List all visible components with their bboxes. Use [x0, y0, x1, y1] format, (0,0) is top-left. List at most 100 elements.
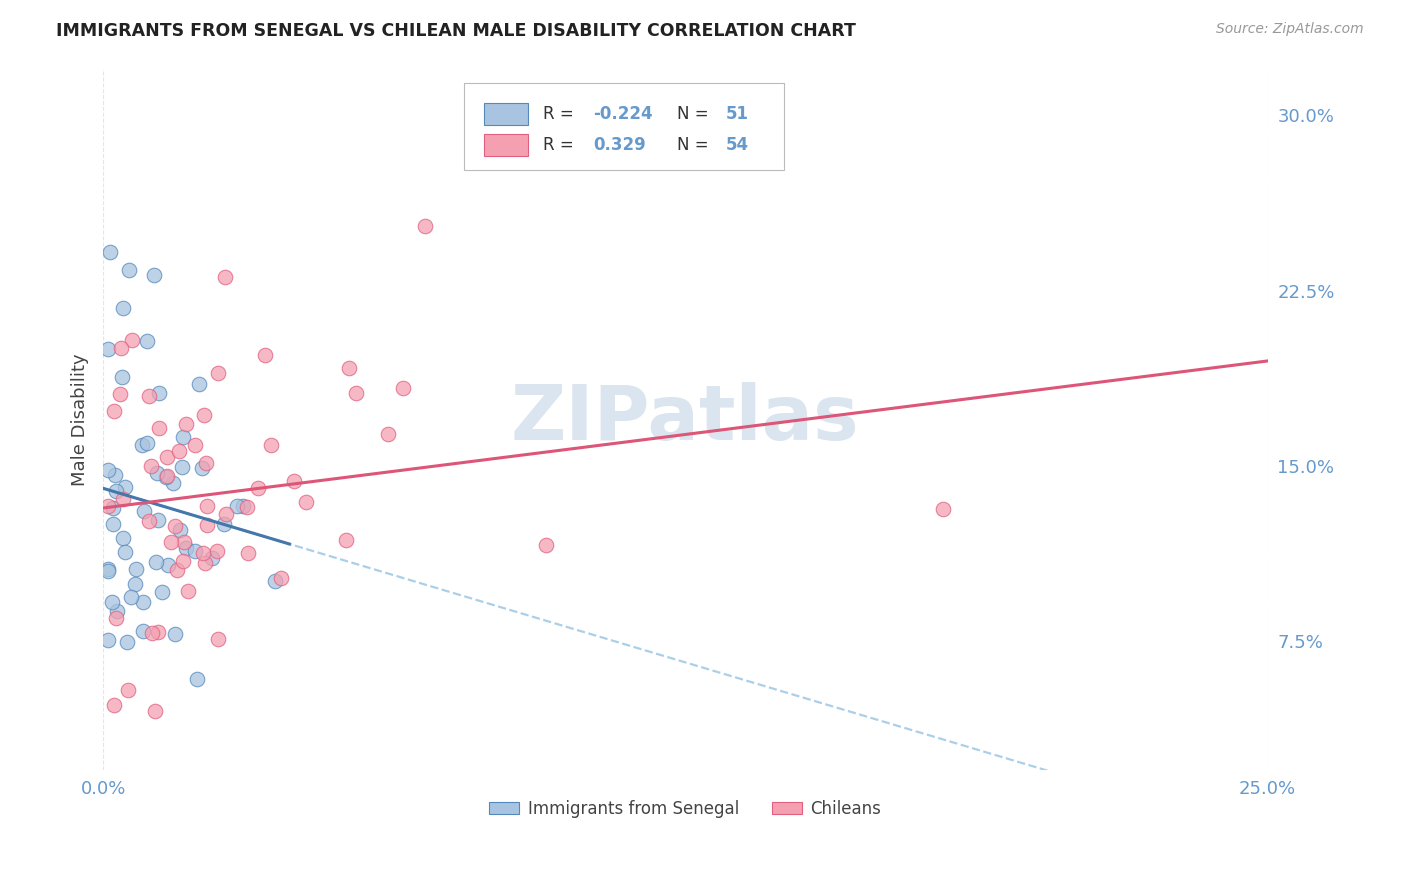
Point [172, 553, 194, 567]
Point [235, 500, 257, 514]
Text: R =: R = [543, 105, 579, 123]
Point [225, 499, 247, 513]
Point [172, 429, 194, 443]
Point [103, 403, 125, 417]
Point [166, 564, 188, 578]
Point [103, 516, 125, 531]
Point [169, 523, 191, 537]
Point [283, 475, 305, 489]
Point [253, 348, 276, 362]
Point [134, 503, 156, 517]
Point [132, 624, 155, 638]
Point [103, 500, 125, 515]
Point [170, 459, 193, 474]
Point [104, 468, 127, 483]
Point [339, 360, 361, 375]
Text: N =: N = [678, 105, 714, 123]
Point [344, 385, 367, 400]
Point [145, 555, 167, 569]
Point [114, 480, 136, 494]
FancyBboxPatch shape [484, 134, 529, 156]
Point [156, 450, 179, 464]
Point [139, 458, 162, 473]
Point [97, 499, 120, 513]
Text: Source: ZipAtlas.com: Source: ZipAtlas.com [1216, 22, 1364, 37]
Point [117, 635, 139, 649]
Point [536, 538, 558, 552]
Point [111, 370, 134, 384]
Point [187, 376, 209, 391]
FancyBboxPatch shape [484, 103, 529, 126]
Point [156, 558, 179, 572]
Point [114, 545, 136, 559]
Point [121, 334, 143, 348]
Legend: Immigrants from Senegal, Chileans: Immigrants from Senegal, Chileans [482, 794, 889, 825]
Point [105, 604, 128, 618]
Point [163, 627, 186, 641]
Point [136, 436, 159, 450]
Point [190, 461, 212, 475]
Point [177, 584, 200, 599]
Text: N =: N = [678, 136, 714, 154]
Point [193, 408, 215, 422]
Point [186, 672, 208, 686]
Point [214, 269, 236, 284]
Point [146, 466, 169, 480]
Point [232, 499, 254, 513]
Point [207, 632, 229, 646]
Point [100, 595, 122, 609]
Point [162, 475, 184, 490]
Point [112, 532, 135, 546]
Point [931, 502, 953, 516]
Point [184, 438, 207, 452]
Text: 0.329: 0.329 [593, 136, 647, 154]
Point [295, 495, 318, 509]
Point [183, 544, 205, 558]
Point [195, 499, 218, 513]
Point [148, 421, 170, 435]
Point [108, 386, 131, 401]
Point [193, 546, 215, 560]
Point [197, 518, 219, 533]
Point [98, 245, 121, 260]
Point [165, 519, 187, 533]
Text: ZIPatlas: ZIPatlas [512, 383, 859, 457]
Point [148, 625, 170, 640]
Point [246, 481, 269, 495]
FancyBboxPatch shape [464, 83, 785, 170]
Point [392, 381, 415, 395]
Point [110, 341, 132, 355]
Point [260, 437, 283, 451]
Point [270, 570, 292, 584]
Point [169, 444, 191, 458]
Point [335, 533, 357, 548]
Point [155, 470, 177, 484]
Point [377, 427, 399, 442]
Point [103, 698, 125, 712]
Point [141, 625, 163, 640]
Point [105, 611, 128, 625]
Point [201, 551, 224, 566]
Point [143, 704, 166, 718]
Point [194, 556, 217, 570]
Text: 54: 54 [725, 136, 749, 154]
Point [207, 366, 229, 380]
Point [263, 574, 285, 589]
Point [111, 491, 134, 506]
Point [120, 590, 142, 604]
Point [194, 456, 217, 470]
Point [118, 263, 141, 277]
Point [236, 546, 259, 560]
Point [97, 632, 120, 647]
Point [143, 268, 166, 282]
Point [138, 389, 160, 403]
Point [117, 682, 139, 697]
Point [111, 301, 134, 315]
Point [159, 535, 181, 549]
Text: R =: R = [543, 136, 585, 154]
Point [97, 562, 120, 576]
Point [97, 463, 120, 477]
Point [212, 516, 235, 531]
Text: IMMIGRANTS FROM SENEGAL VS CHILEAN MALE DISABILITY CORRELATION CHART: IMMIGRANTS FROM SENEGAL VS CHILEAN MALE … [56, 22, 856, 40]
Point [150, 584, 173, 599]
